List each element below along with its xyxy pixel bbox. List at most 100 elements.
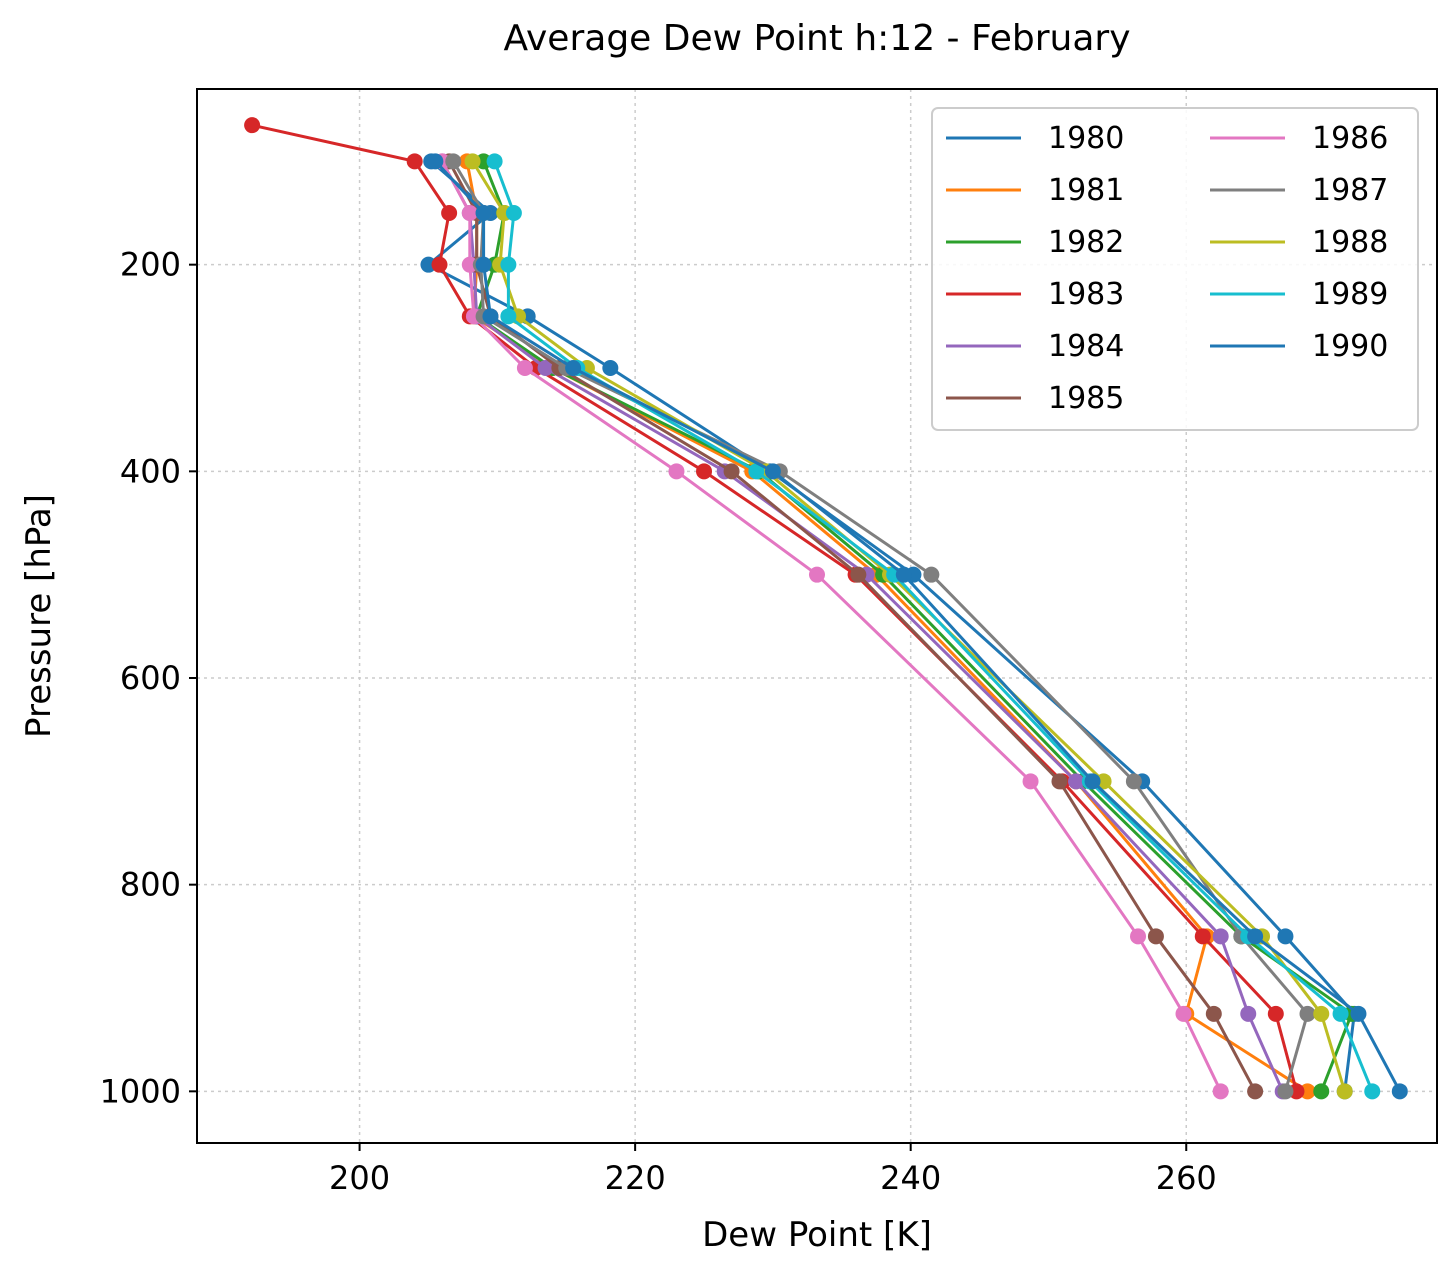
data-point-1986 <box>1175 1005 1192 1022</box>
data-point-1980 <box>602 360 619 376</box>
series-layer <box>244 117 1408 1100</box>
chart-title: Average Dew Point h:12 - February <box>503 18 1130 59</box>
data-point-1983 <box>441 205 458 221</box>
axis-ticks: 200 220 240 260 200 400 600 800 1000 <box>100 246 1217 1197</box>
data-point-1986 <box>1130 928 1147 945</box>
data-point-1987 <box>923 566 940 583</box>
data-point-1987 <box>1299 1005 1316 1022</box>
data-point-1989 <box>748 463 765 480</box>
series-1990 <box>427 153 1408 1100</box>
data-point-1983 <box>1288 1083 1305 1100</box>
data-point-1987 <box>445 153 462 170</box>
data-point-1985 <box>1205 1005 1222 1022</box>
data-point-1983 <box>696 463 713 480</box>
data-point-1985 <box>850 566 867 583</box>
x-axis-label: Dew Point [K] <box>702 1215 932 1255</box>
data-point-1986 <box>461 205 478 221</box>
data-point-1984 <box>1212 928 1229 945</box>
legend-item-1990: 1990 <box>1210 329 1388 364</box>
series-line-1983 <box>251 123 1298 1092</box>
data-point-1982 <box>1313 1083 1330 1100</box>
data-point-1985 <box>1147 928 1164 945</box>
data-point-1983 <box>431 256 448 273</box>
legend-label: 1986 <box>1312 121 1388 156</box>
data-point-1983 <box>1194 928 1211 945</box>
y-tick-label: 400 <box>120 452 181 490</box>
legend-label: 1980 <box>1048 121 1124 156</box>
plot-frame <box>196 88 1438 1144</box>
data-point-1986 <box>668 463 685 480</box>
data-point-1990 <box>482 308 499 325</box>
data-point-1986 <box>516 360 533 376</box>
legend-label: 1989 <box>1312 277 1388 312</box>
data-point-1989 <box>486 153 503 170</box>
legend-item-1988: 1988 <box>1210 225 1388 260</box>
legend-item-1980: 1980 <box>946 121 1124 156</box>
data-point-1988 <box>1336 1083 1353 1100</box>
data-point-1983 <box>244 117 261 134</box>
data-point-1990 <box>764 463 781 480</box>
data-point-1990 <box>1350 1005 1367 1022</box>
legend-label: 1983 <box>1048 277 1124 312</box>
data-point-1990 <box>1084 773 1101 790</box>
y-tick-label: 1000 <box>100 1072 181 1110</box>
data-point-1989 <box>1332 1005 1349 1022</box>
data-point-1983 <box>406 153 423 170</box>
data-point-1990 <box>565 360 582 376</box>
series-1986 <box>434 153 1229 1100</box>
data-point-1990 <box>1391 1083 1408 1100</box>
data-point-1980 <box>1277 928 1294 945</box>
y-axis-label: Pressure [hPa] <box>19 494 59 738</box>
data-point-1985 <box>1051 773 1068 790</box>
legend-box <box>931 107 1419 431</box>
y-tick-label: 600 <box>120 659 181 697</box>
data-point-1990 <box>475 256 492 273</box>
data-point-1984 <box>537 360 554 376</box>
data-point-1990 <box>895 566 912 583</box>
data-point-1985 <box>1247 1083 1264 1100</box>
x-tick-label: 240 <box>880 1159 941 1197</box>
data-point-1981 <box>1299 1083 1316 1100</box>
legend-item-1986: 1986 <box>1210 121 1388 156</box>
data-point-1990 <box>427 153 444 170</box>
x-tick-label: 260 <box>1156 1159 1217 1197</box>
data-point-1984 <box>1240 1005 1257 1022</box>
x-tick-label: 220 <box>605 1159 666 1197</box>
data-point-1980 <box>420 256 437 273</box>
data-point-1982 <box>475 153 492 170</box>
legend-label: 1981 <box>1048 173 1124 208</box>
data-point-1988 <box>464 153 481 170</box>
legend-item-1983: 1983 <box>946 277 1124 312</box>
legend-item-1981: 1981 <box>946 173 1124 208</box>
data-point-1990 <box>1247 928 1264 945</box>
legend-item-1989: 1989 <box>1210 277 1388 312</box>
data-point-1989 <box>505 205 522 221</box>
data-point-1988 <box>1095 773 1112 790</box>
legend-label: 1988 <box>1312 225 1388 260</box>
legend-item-1985: 1985 <box>946 381 1124 416</box>
y-tick-label: 200 <box>120 246 181 284</box>
legend-label: 1990 <box>1312 329 1388 364</box>
y-tick-label: 800 <box>120 866 181 904</box>
data-point-1990 <box>475 205 492 221</box>
x-tick-label: 200 <box>329 1159 390 1197</box>
data-point-1989 <box>500 308 517 325</box>
data-point-1986 <box>461 256 478 273</box>
legend-label: 1982 <box>1048 225 1124 260</box>
data-point-1987 <box>1277 1083 1294 1100</box>
legend-label: 1984 <box>1048 329 1124 364</box>
data-point-1987 <box>1125 773 1142 790</box>
legend: 1980 1981 1982 1983 1984 1985 1986 1987 1988 1989… <box>931 107 1419 431</box>
data-point-1989 <box>1364 1083 1381 1100</box>
legend-item-1982: 1982 <box>946 225 1124 260</box>
data-point-1986 <box>1212 1083 1229 1100</box>
legend-item-1984: 1984 <box>946 329 1124 364</box>
legend-item-1987: 1987 <box>1210 173 1388 208</box>
data-point-1984 <box>1068 773 1085 790</box>
data-point-1986 <box>809 566 825 583</box>
data-point-1986 <box>1022 773 1039 790</box>
data-point-1983 <box>1267 1005 1284 1022</box>
legend-label: 1985 <box>1048 381 1124 416</box>
data-point-1985 <box>723 463 740 480</box>
data-point-1989 <box>500 256 517 273</box>
